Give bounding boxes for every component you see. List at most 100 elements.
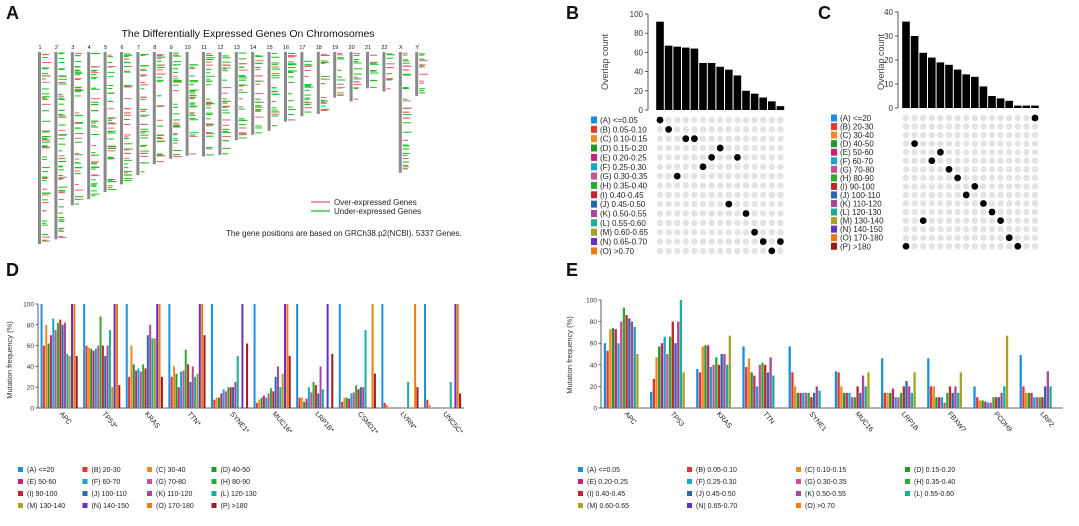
legend-swatch: [82, 467, 88, 472]
legend-swatch: [18, 479, 23, 484]
matrix-dot: [682, 182, 689, 189]
matrix-dot: [963, 225, 970, 233]
matrix-dot: [937, 234, 944, 241]
bar: [986, 402, 990, 408]
matrix-dot: [937, 114, 944, 122]
bar: [111, 387, 114, 408]
matrix-dot: [1031, 200, 1039, 207]
matrix-dot: [928, 225, 935, 233]
chromosome-label: 17: [299, 45, 305, 51]
legend-label: (O) 170-180: [156, 503, 194, 510]
matrix-dot: [717, 116, 724, 124]
matrix-dot: [911, 191, 918, 199]
matrix-dot: [1031, 157, 1039, 164]
bar: [791, 372, 794, 408]
matrix-dot: [725, 229, 732, 236]
set-label: (C) 30-40: [840, 131, 874, 140]
bar: [663, 336, 666, 408]
matrix-dot: [742, 182, 750, 189]
legend-label: (A) <=20: [27, 467, 54, 474]
chromosome-label: 2: [55, 45, 58, 51]
matrix-dot: [717, 200, 724, 208]
category-label: MUC16: [854, 411, 875, 434]
legend-label: (G) 0.30-0.35: [805, 479, 847, 486]
legend-label: (G) 70-80: [156, 479, 186, 486]
bar: [416, 387, 419, 408]
set-color-swatch: [831, 131, 837, 139]
category-label: FBXW7: [946, 411, 967, 434]
set-label: (M) 130-140: [840, 217, 884, 226]
matrix-dot: [691, 191, 698, 198]
matrix-dot: [1031, 191, 1039, 199]
bar: [310, 392, 313, 408]
category-label: LRP2: [1038, 411, 1055, 429]
category-label: PCDH9: [992, 411, 1013, 434]
matrix-dot: [665, 219, 672, 227]
chromosome-bar: [136, 52, 140, 176]
upset-c-ylabel: Overlap count: [876, 33, 886, 90]
bar: [1000, 392, 1003, 408]
legend-swatch: [82, 503, 88, 508]
chromosome-label: 18: [316, 45, 322, 51]
matrix-dot-active: [928, 157, 936, 165]
matrix-dot: [656, 126, 664, 133]
chromosome-bar: [300, 52, 304, 117]
bar: [902, 386, 905, 408]
matrix-dot: [902, 234, 910, 241]
set-color-swatch: [831, 174, 837, 182]
upset-b-ylabel: Overlap count: [600, 33, 610, 90]
bar: [766, 372, 770, 408]
matrix-dot: [988, 131, 996, 139]
matrix-dot: [682, 116, 689, 124]
matrix-dot: [1006, 243, 1013, 250]
intersection-bar: [996, 98, 1005, 108]
matrix-dot: [742, 191, 750, 198]
upset-b: 0 20 40 60 80 100 (A) <=0.05(B) 0.05-0.10(C) 0…: [591, 10, 785, 256]
category-label: MUC16*: [271, 411, 294, 436]
legend-label: (N) 0.65-0.70: [696, 503, 737, 510]
bar: [856, 386, 859, 408]
set-color-swatch: [591, 135, 597, 143]
ideogram-note: The gene positions are based on GRCh38.p…: [226, 229, 462, 238]
chromosome-bar: [169, 52, 173, 159]
matrix-dot: [708, 116, 715, 124]
chromosome-bar: [398, 52, 402, 173]
intersection-bar: [919, 52, 927, 108]
bar: [177, 387, 180, 408]
category-label: LRP1B*: [313, 411, 335, 435]
matrix-dot: [945, 208, 953, 216]
matrix-dot: [971, 149, 978, 156]
bar: [655, 357, 658, 408]
matrix-dot: [980, 166, 987, 173]
bar: [932, 386, 935, 408]
bar: [276, 366, 279, 408]
chromosome-bar: [103, 52, 107, 193]
matrix-dot: [963, 183, 970, 190]
matrix-dot: [963, 140, 970, 147]
matrix-dot: [1014, 191, 1021, 199]
matrix-dot: [1023, 174, 1030, 182]
set-color-swatch: [591, 181, 597, 189]
bar: [355, 385, 358, 408]
bar: [951, 392, 954, 408]
legend-swatch: [211, 491, 217, 496]
bar: [649, 391, 653, 408]
bar: [859, 392, 862, 408]
matrix-dot: [963, 166, 970, 173]
matrix-dot: [725, 238, 732, 245]
matrix-dot: [699, 191, 707, 198]
set-label: (H) 80-90: [840, 174, 874, 183]
matrix-dot: [751, 172, 758, 180]
matrix-dot: [725, 219, 732, 227]
matrix-dot: [920, 140, 927, 147]
matrix-dot: [980, 234, 987, 241]
y-tick-label: 10: [884, 80, 893, 89]
matrix-dot: [742, 219, 750, 227]
y-tick-label: 60: [27, 343, 35, 350]
chromosome-bar: [316, 52, 320, 114]
bar: [701, 346, 704, 408]
chromosome-label: 5: [104, 45, 107, 51]
set-label: (E) 0.20-0.25: [600, 153, 647, 162]
set-color-swatch: [831, 208, 837, 216]
matrix-dot-active: [682, 135, 690, 143]
